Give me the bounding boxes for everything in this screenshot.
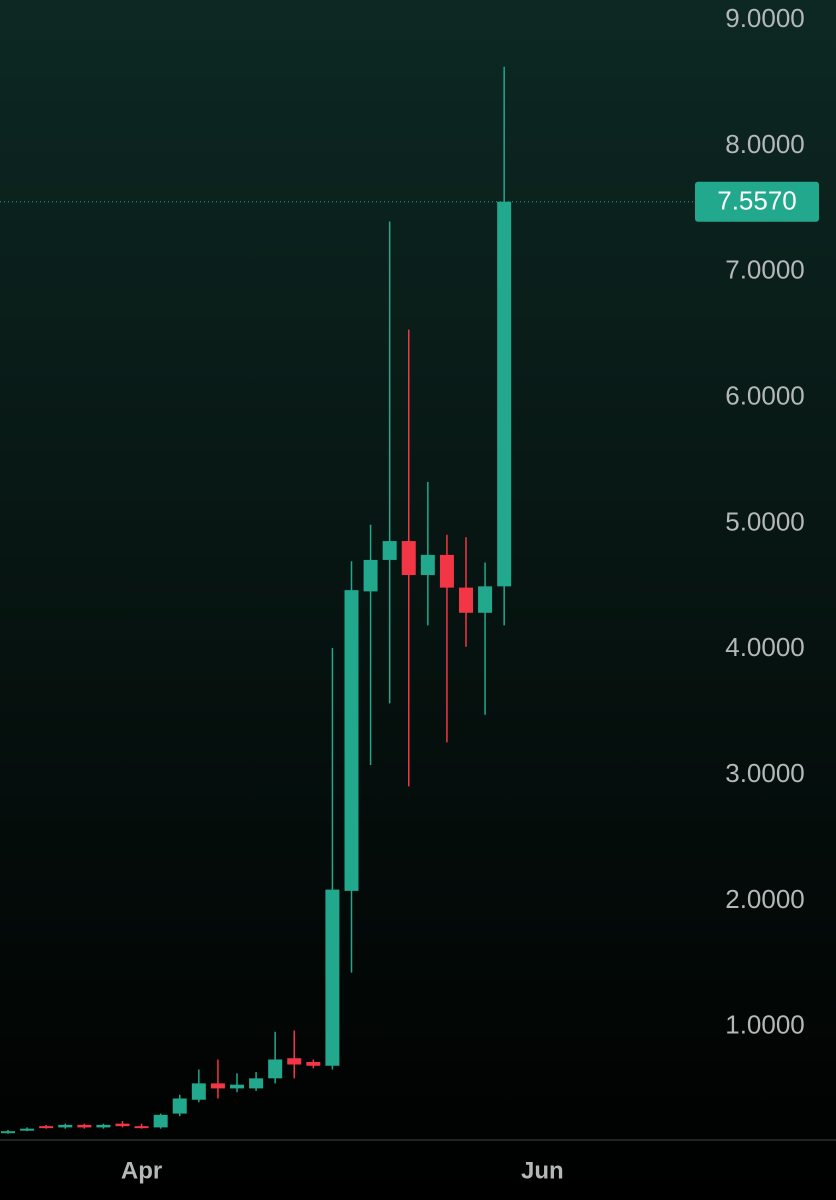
candle-body — [39, 1126, 54, 1129]
candle-body — [420, 554, 435, 576]
candle-body — [230, 1084, 244, 1089]
y-tick-label: 2.0000 — [725, 884, 805, 914]
y-tick-label: 3.0000 — [725, 758, 805, 788]
last-price-box — [695, 181, 819, 222]
candle-body — [382, 541, 397, 560]
candle-body — [344, 590, 359, 891]
candle-body — [134, 1126, 149, 1129]
candle-body — [325, 889, 340, 1066]
y-tick-label: 8.0000 — [725, 129, 805, 159]
candle-body — [478, 586, 493, 613]
last-price-label: 7.5570 — [717, 186, 797, 216]
candle-body — [191, 1083, 206, 1100]
candle-body — [497, 201, 512, 587]
y-tick-label: 4.0000 — [725, 632, 805, 662]
y-tick-label: 9.0000 — [725, 3, 805, 33]
y-tick-label: 1.0000 — [725, 1010, 805, 1040]
x-tick-label: Apr — [121, 1157, 162, 1184]
candle-body — [1, 1131, 15, 1134]
candle-body — [172, 1098, 187, 1114]
candle-body — [459, 587, 473, 613]
candle-body — [20, 1128, 35, 1131]
y-tick-label: 7.0000 — [725, 255, 805, 285]
x-tick-label: Jun — [521, 1157, 564, 1184]
candle-body — [96, 1124, 111, 1128]
candle-body — [115, 1123, 130, 1127]
candle-body — [249, 1078, 264, 1089]
candle-body — [363, 559, 378, 592]
candle-body — [401, 541, 416, 576]
y-tick-label: 5.0000 — [725, 506, 805, 536]
candle-body — [153, 1114, 168, 1128]
candle-body — [58, 1124, 73, 1128]
candle-body — [77, 1124, 92, 1128]
candle-body — [210, 1083, 225, 1089]
candle-body — [268, 1059, 283, 1079]
candle-body — [306, 1061, 321, 1066]
y-tick-label: 6.0000 — [725, 380, 805, 410]
candle-body — [287, 1058, 302, 1065]
candle-body — [439, 554, 454, 588]
